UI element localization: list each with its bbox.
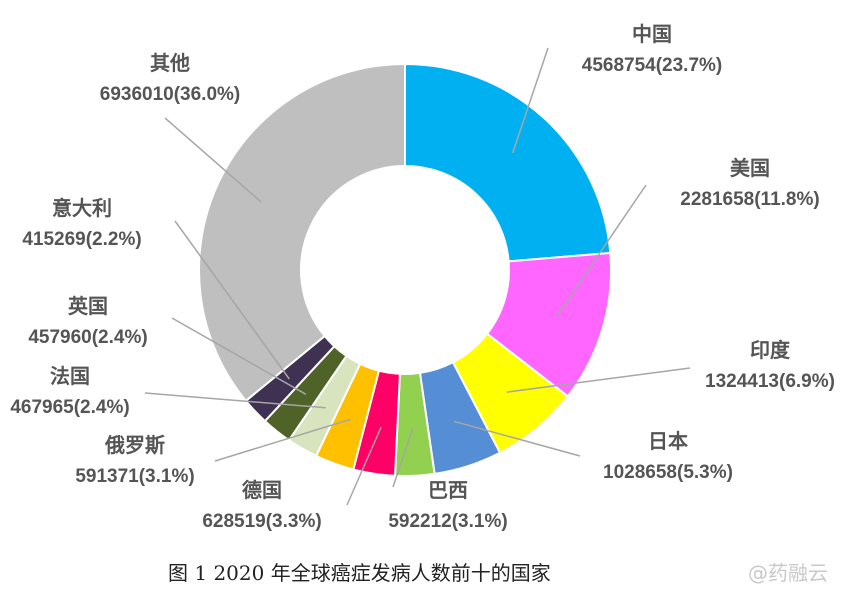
label-name-英国: 英国 [68, 294, 108, 318]
slice-其他 [198, 62, 406, 403]
slice-中国 [404, 62, 612, 263]
leader-line-巴西 [392, 428, 414, 488]
leader-line-其他 [164, 117, 262, 203]
label-value-德国: 628519(3.3%) [202, 511, 321, 532]
leader-line-美国 [556, 184, 647, 316]
donut-slices [198, 62, 612, 478]
label-name-印度: 印度 [750, 338, 791, 362]
label-name-俄罗斯: 俄罗斯 [104, 433, 165, 457]
label-value-美国: 2281658(11.8%) [680, 189, 819, 210]
leader-line-德国 [346, 426, 382, 506]
label-name-中国: 中国 [632, 22, 672, 46]
leader-lines [144, 47, 691, 506]
label-value-意大利: 415269(2.2%) [22, 229, 141, 250]
label-value-日本: 1028658(5.3%) [603, 462, 733, 483]
label-value-印度: 1324413(6.9%) [705, 371, 835, 392]
leader-line-日本 [453, 420, 581, 457]
label-name-意大利: 意大利 [52, 196, 112, 220]
watermark: @药融云 [748, 561, 828, 585]
chart-caption: 图 1 2020 年全球癌症发病人数前十的国家 [168, 561, 551, 585]
label-name-巴西: 巴西 [428, 478, 468, 502]
leader-line-俄罗斯 [214, 418, 351, 462]
label-value-法国: 467965(2.4%) [10, 397, 129, 418]
leader-line-意大利 [174, 220, 290, 380]
leader-line-英国 [171, 317, 307, 395]
label-value-英国: 457960(2.4%) [28, 327, 147, 348]
label-name-法国: 法国 [50, 364, 90, 388]
label-name-美国: 美国 [730, 156, 770, 180]
label-name-其他: 其他 [150, 51, 190, 75]
label-name-德国: 德国 [242, 478, 282, 502]
leader-line-中国 [511, 47, 549, 154]
label-value-中国: 4568754(23.7%) [582, 55, 723, 76]
label-value-其他: 6936010(36.0%) [100, 84, 241, 105]
label-value-巴西: 592212(3.1%) [388, 511, 507, 532]
slice-labels: 中国 4568754(23.7%) 美国 2281658(11.8%) 印度 132441… [10, 22, 835, 532]
label-value-俄罗斯: 591371(3.1%) [75, 466, 194, 487]
leader-line-印度 [506, 367, 691, 393]
leader-line-法国 [144, 392, 326, 409]
label-name-日本: 日本 [648, 429, 688, 453]
